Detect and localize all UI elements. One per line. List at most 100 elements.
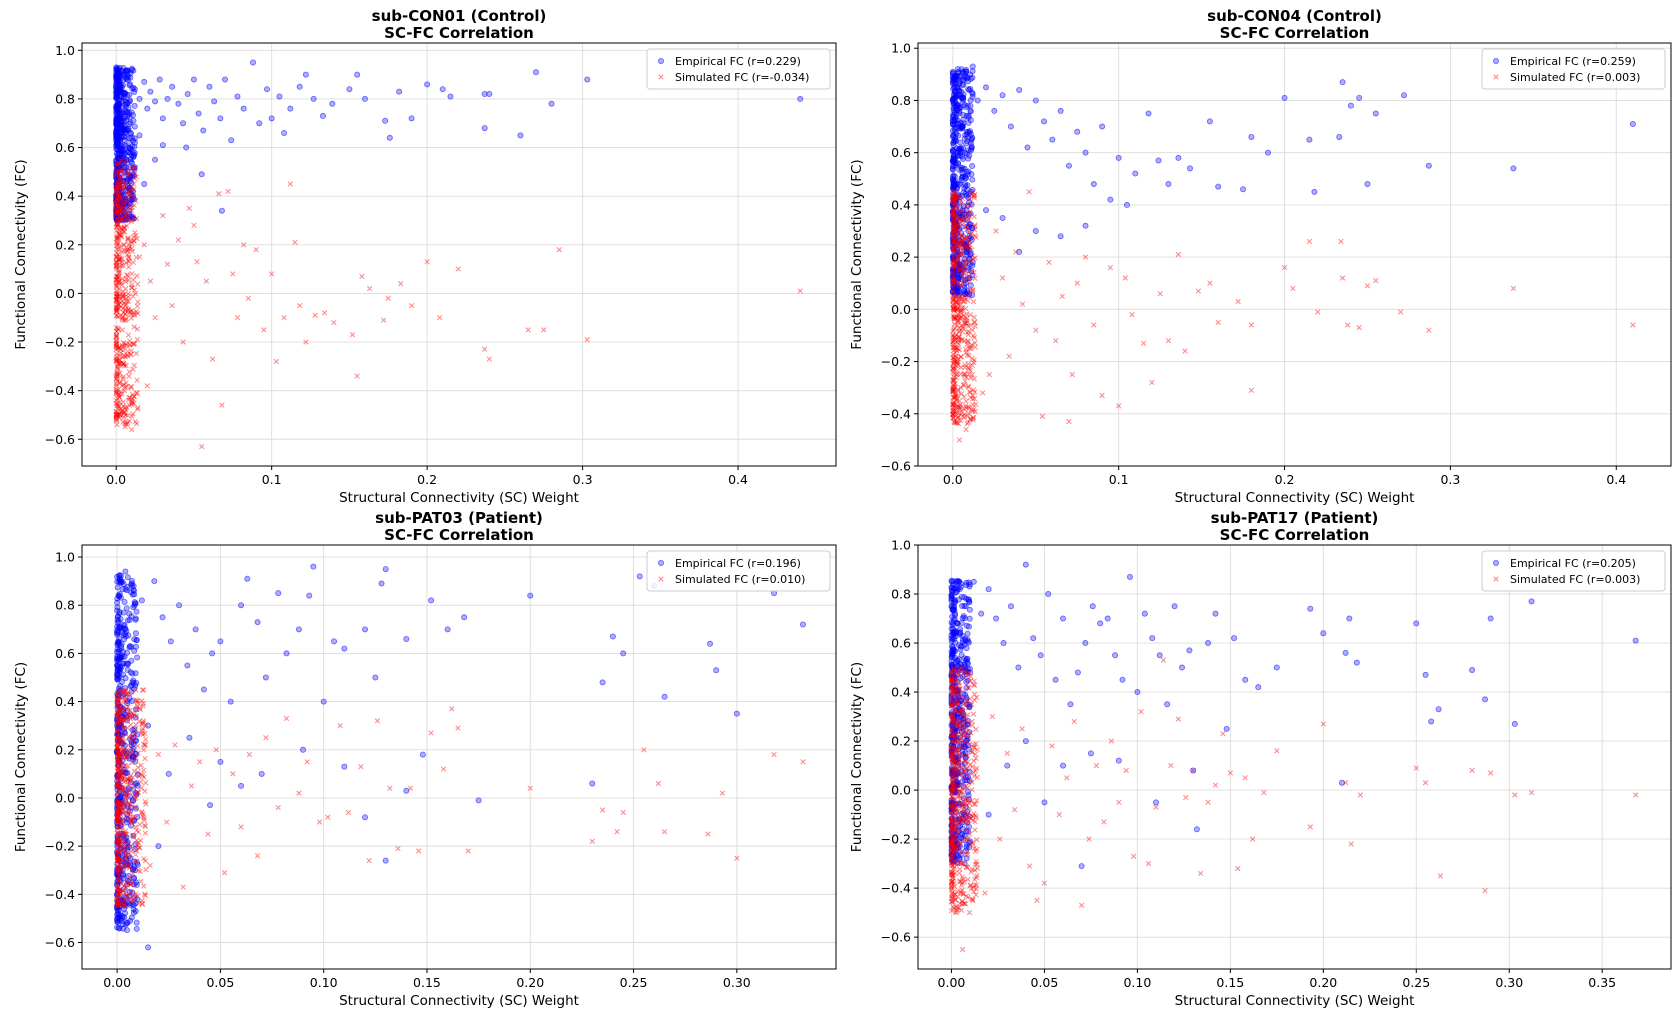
data-point	[955, 420, 962, 427]
data-point	[133, 790, 140, 797]
data-point	[132, 714, 139, 721]
data-point	[116, 345, 122, 351]
chart-subtitle: SC-FC Correlation	[1220, 24, 1370, 42]
data-point	[957, 209, 963, 215]
data-point	[1059, 293, 1065, 299]
data-point	[119, 901, 126, 908]
data-point	[970, 332, 976, 339]
data-point	[966, 353, 972, 359]
data-point	[949, 239, 956, 246]
data-point	[115, 190, 122, 196]
data-point	[951, 387, 957, 393]
data-point	[1090, 180, 1097, 187]
data-point	[950, 306, 957, 313]
data-point	[956, 315, 963, 321]
data-point	[155, 751, 162, 758]
data-point	[1428, 718, 1435, 725]
data-point	[961, 215, 967, 221]
data-point	[955, 361, 961, 368]
data-point	[1372, 110, 1379, 117]
data-point	[970, 387, 977, 393]
data-point	[117, 891, 123, 897]
data-point	[955, 239, 962, 245]
data-point	[119, 391, 125, 397]
data-point	[948, 584, 955, 591]
data-point	[115, 853, 122, 859]
data-point	[771, 751, 777, 758]
data-point	[131, 166, 138, 173]
data-point	[971, 314, 977, 321]
data-point	[125, 258, 131, 264]
data-point	[121, 363, 128, 369]
data-point	[115, 360, 121, 366]
data-point	[132, 706, 139, 713]
data-point	[950, 332, 956, 338]
data-point	[955, 386, 961, 393]
data-point	[955, 578, 962, 585]
data-point	[1235, 865, 1241, 872]
data-point	[132, 340, 138, 347]
data-point	[117, 859, 124, 865]
data-point	[264, 86, 271, 93]
data-point	[963, 426, 969, 433]
data-point	[124, 919, 131, 926]
data-point	[953, 299, 959, 305]
data-point	[113, 298, 120, 304]
data-point	[950, 280, 956, 287]
data-point	[113, 334, 120, 340]
data-point	[113, 200, 120, 207]
data-point	[113, 411, 119, 418]
data-point	[962, 362, 968, 368]
data-point	[142, 858, 149, 864]
data-point	[122, 310, 128, 317]
data-point	[142, 788, 148, 794]
data-point	[114, 705, 121, 712]
data-point	[130, 832, 137, 839]
data-point	[972, 827, 978, 833]
data-point	[159, 142, 166, 149]
data-point	[121, 716, 127, 722]
data-point	[120, 200, 126, 206]
data-point	[959, 294, 966, 301]
data-point	[117, 194, 123, 200]
data-point	[114, 819, 120, 825]
data-point	[131, 324, 137, 330]
data-point	[117, 361, 124, 367]
data-point	[1487, 770, 1494, 776]
y-tick-label: 0.0	[891, 302, 911, 317]
data-point	[1281, 94, 1288, 101]
data-point	[114, 273, 120, 279]
data-point	[950, 366, 956, 372]
data-point	[952, 316, 959, 322]
data-point	[113, 304, 119, 310]
y-tick-label: 0.2	[891, 250, 911, 265]
data-point	[120, 354, 126, 360]
data-point	[955, 392, 961, 399]
data-point	[1168, 762, 1174, 769]
data-point	[949, 68, 956, 75]
data-point	[113, 356, 119, 362]
data-point	[120, 381, 127, 388]
axes-frame	[81, 544, 837, 970]
x-tick-label: 0.10	[310, 975, 338, 990]
data-point	[113, 388, 120, 394]
data-point	[962, 403, 969, 409]
data-point	[129, 880, 135, 886]
data-point	[960, 195, 966, 202]
data-point	[950, 365, 957, 371]
data-point	[950, 172, 957, 179]
data-point	[1171, 603, 1178, 610]
data-point	[118, 800, 125, 807]
data-point	[964, 630, 971, 637]
legend-entry: Empirical FC (r=0.205)	[1510, 557, 1636, 570]
data-point	[129, 399, 135, 405]
data-point	[115, 204, 121, 210]
data-point	[128, 735, 134, 741]
data-point	[969, 191, 975, 198]
data-point	[950, 337, 957, 344]
data-point	[114, 758, 121, 765]
data-point	[966, 294, 972, 300]
data-point	[113, 397, 120, 404]
data-point	[128, 914, 135, 921]
data-point	[952, 408, 958, 414]
